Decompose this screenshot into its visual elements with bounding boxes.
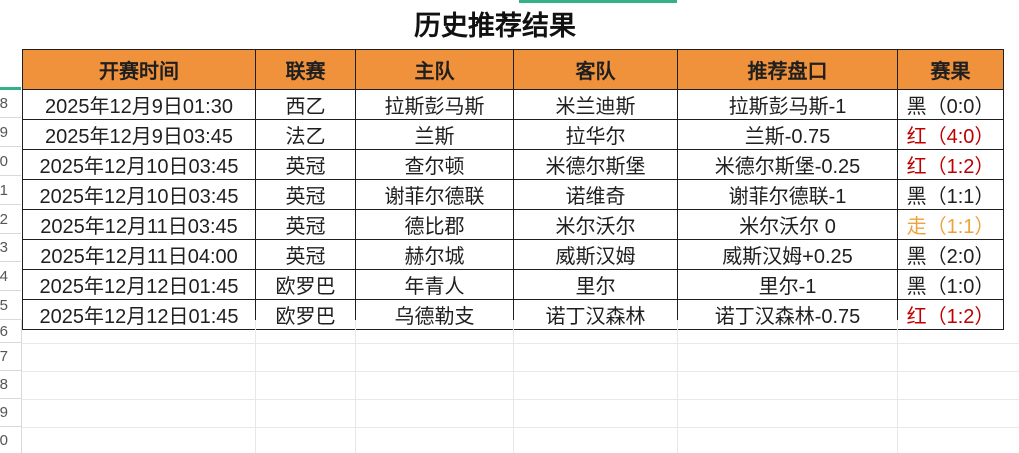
- cell-result[interactable]: 走（1:1）: [897, 209, 1004, 240]
- cell-league[interactable]: 欧罗巴: [255, 269, 356, 300]
- table-row: 2025年12月10日03:45 英冠 谢菲尔德联 诺维奇 谢菲尔德联-1 黑（…: [22, 179, 1004, 210]
- cell-away[interactable]: 米德尔斯堡: [513, 149, 678, 180]
- column-header-result[interactable]: 赛果: [897, 49, 1004, 90]
- cell-home[interactable]: 乌德勒支: [355, 299, 514, 330]
- cell-time[interactable]: 2025年12月10日03:45: [22, 149, 256, 180]
- gridline: [22, 371, 1019, 372]
- row-number[interactable]: 18: [0, 371, 21, 399]
- gridline: [21, 320, 22, 453]
- cell-handicap[interactable]: 诺丁汉森林-0.75: [677, 299, 898, 330]
- cell-handicap[interactable]: 里尔-1: [677, 269, 898, 300]
- cell-away[interactable]: 威斯汉姆: [513, 239, 678, 270]
- cell-handicap[interactable]: 拉斯彭马斯-1: [677, 89, 898, 120]
- row-number[interactable]: 10: [0, 147, 21, 176]
- gridline: [897, 320, 898, 453]
- results-table: 开赛时间 联赛 主队 客队 推荐盘口 赛果 2025年12月9日01:30 西乙…: [22, 49, 1004, 330]
- row-number[interactable]: 14: [0, 262, 21, 291]
- column-header-time[interactable]: 开赛时间: [22, 49, 256, 90]
- column-header-handicap[interactable]: 推荐盘口: [677, 49, 898, 90]
- cell-time[interactable]: 2025年12月10日03:45: [22, 179, 256, 210]
- cell-home[interactable]: 兰斯: [355, 119, 514, 150]
- gridline: [677, 320, 678, 453]
- cell-handicap[interactable]: 谢菲尔德联-1: [677, 179, 898, 210]
- cell-time[interactable]: 2025年12月12日01:45: [22, 269, 256, 300]
- row-number[interactable]: 17: [0, 343, 21, 371]
- table-row: 2025年12月9日01:30 西乙 拉斯彭马斯 米兰迪斯 拉斯彭马斯-1 黑（…: [22, 89, 1004, 120]
- gridline: [22, 343, 1019, 344]
- table-row: 2025年12月12日01:45 欧罗巴 乌德勒支 诺丁汉森林 诺丁汉森林-0.…: [22, 299, 1004, 330]
- table-row: 2025年12月11日03:45 英冠 德比郡 米尔沃尔 米尔沃尔 0 走（1:…: [22, 209, 1004, 240]
- selection-accent-gutter: [0, 87, 21, 90]
- cell-result[interactable]: 红（1:2）: [897, 149, 1004, 180]
- cell-league[interactable]: 法乙: [255, 119, 356, 150]
- cell-away[interactable]: 米尔沃尔: [513, 209, 678, 240]
- gridline: [355, 320, 356, 453]
- gridline: [513, 320, 514, 453]
- row-number[interactable]: 11: [0, 176, 21, 205]
- cell-home[interactable]: 德比郡: [355, 209, 514, 240]
- cell-time[interactable]: 2025年12月9日03:45: [22, 119, 256, 150]
- row-number[interactable]: 13: [0, 234, 21, 262]
- table-row: 2025年12月10日03:45 英冠 查尔顿 米德尔斯堡 米德尔斯堡-0.25…: [22, 149, 1004, 180]
- cell-home[interactable]: 谢菲尔德联: [355, 179, 514, 210]
- column-header-home[interactable]: 主队: [355, 49, 514, 90]
- cell-time[interactable]: 2025年12月12日01:45: [22, 299, 256, 330]
- cell-away[interactable]: 拉华尔: [513, 119, 678, 150]
- row-number[interactable]: 8: [0, 89, 21, 118]
- row-number[interactable]: 20: [0, 431, 8, 449]
- cell-time[interactable]: 2025年12月11日04:00: [22, 239, 256, 270]
- column-header-away[interactable]: 客队: [513, 49, 678, 90]
- cell-time[interactable]: 2025年12月9日01:30: [22, 89, 256, 120]
- selection-accent-top: [519, 0, 677, 3]
- cell-league[interactable]: 西乙: [255, 89, 356, 120]
- cell-league[interactable]: 英冠: [255, 149, 356, 180]
- cell-home[interactable]: 查尔顿: [355, 149, 514, 180]
- cell-time[interactable]: 2025年12月11日03:45: [22, 209, 256, 240]
- cell-home[interactable]: 年青人: [355, 269, 514, 300]
- cell-result[interactable]: 黑（2:0）: [897, 239, 1004, 270]
- cell-away[interactable]: 诺丁汉森林: [513, 299, 678, 330]
- header-row: 开赛时间 联赛 主队 客队 推荐盘口 赛果: [22, 49, 1004, 90]
- cell-league[interactable]: 英冠: [255, 239, 356, 270]
- cell-handicap[interactable]: 米尔沃尔 0: [677, 209, 898, 240]
- gridline: [255, 320, 256, 453]
- cell-result[interactable]: 黑（1:1）: [897, 179, 1004, 210]
- row-number[interactable]: 19: [0, 399, 21, 427]
- cell-away[interactable]: 米兰迪斯: [513, 89, 678, 120]
- row-number[interactable]: 12: [0, 205, 21, 234]
- cell-result[interactable]: 黑（1:0）: [897, 269, 1004, 300]
- table-row: 2025年12月12日01:45 欧罗巴 年青人 里尔 里尔-1 黑（1:0）: [22, 269, 1004, 300]
- table-row: 2025年12月11日04:00 英冠 赫尔城 威斯汉姆 威斯汉姆+0.25 黑…: [22, 239, 1004, 270]
- cell-result[interactable]: 红（4:0）: [897, 119, 1004, 150]
- table-row: 2025年12月9日03:45 法乙 兰斯 拉华尔 兰斯-0.75 红（4:0）: [22, 119, 1004, 150]
- gridline: [22, 427, 1019, 428]
- cell-result[interactable]: 黑（0:0）: [897, 89, 1004, 120]
- cell-home[interactable]: 赫尔城: [355, 239, 514, 270]
- cell-home[interactable]: 拉斯彭马斯: [355, 89, 514, 120]
- cell-away[interactable]: 里尔: [513, 269, 678, 300]
- row-number[interactable]: 16: [0, 320, 21, 343]
- row-number[interactable]: 9: [0, 118, 21, 147]
- row-number[interactable]: 15: [0, 291, 21, 320]
- cell-result[interactable]: 红（1:2）: [897, 299, 1004, 330]
- cell-away[interactable]: 诺维奇: [513, 179, 678, 210]
- cell-handicap[interactable]: 威斯汉姆+0.25: [677, 239, 898, 270]
- sheet-title[interactable]: 历史推荐结果: [414, 11, 576, 41]
- cell-league[interactable]: 英冠: [255, 179, 356, 210]
- cell-league[interactable]: 欧罗巴: [255, 299, 356, 330]
- column-header-league[interactable]: 联赛: [255, 49, 356, 90]
- cell-handicap[interactable]: 米德尔斯堡-0.25: [677, 149, 898, 180]
- cell-league[interactable]: 英冠: [255, 209, 356, 240]
- gridline: [22, 399, 1019, 400]
- cell-handicap[interactable]: 兰斯-0.75: [677, 119, 898, 150]
